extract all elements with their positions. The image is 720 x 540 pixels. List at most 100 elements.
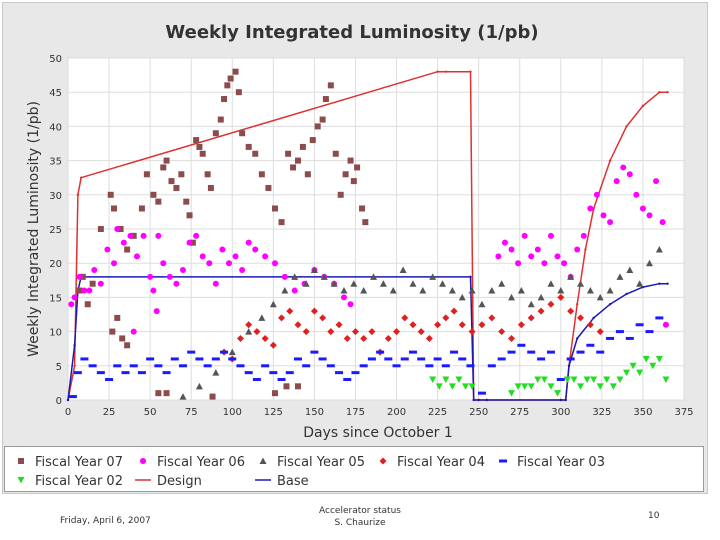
point-fiscal-year-06 — [110, 260, 117, 267]
point-fiscal-year-06 — [574, 246, 581, 253]
point-fiscal-year-05 — [245, 328, 253, 335]
point-fiscal-year-05 — [517, 287, 525, 294]
point-fiscal-year-06 — [515, 260, 522, 267]
point-fiscal-year-03 — [625, 336, 634, 340]
point-fiscal-year-03 — [170, 357, 179, 361]
point-fiscal-year-07 — [332, 150, 339, 157]
point-fiscal-year-03 — [384, 357, 393, 361]
point-fiscal-year-06 — [173, 280, 180, 287]
point-fiscal-year-05 — [577, 280, 585, 287]
point-fiscal-year-04 — [401, 314, 409, 322]
point-fiscal-year-03 — [507, 350, 516, 354]
point-fiscal-year-07 — [265, 184, 272, 191]
point-fiscal-year-05 — [586, 287, 594, 294]
point-fiscal-year-06 — [554, 253, 561, 260]
point-fiscal-year-04 — [586, 321, 594, 329]
point-fiscal-year-05 — [567, 273, 575, 280]
point-fiscal-year-03 — [129, 364, 138, 368]
point-fiscal-year-05 — [399, 266, 407, 274]
line-point-base — [477, 398, 480, 402]
point-fiscal-year-02 — [521, 383, 529, 390]
y-tick-label: 10 — [49, 328, 62, 339]
point-fiscal-year-03 — [655, 316, 664, 320]
point-fiscal-year-05 — [655, 246, 663, 253]
point-fiscal-year-05 — [195, 382, 203, 390]
point-fiscal-year-05 — [269, 300, 277, 308]
point-fiscal-year-03 — [586, 343, 595, 347]
point-fiscal-year-06 — [239, 267, 246, 274]
point-fiscal-year-07 — [232, 68, 239, 75]
point-fiscal-year-07 — [207, 184, 214, 191]
point-fiscal-year-05 — [547, 280, 555, 287]
y-tick-label: 50 — [49, 54, 62, 65]
x-tick-label: 50 — [144, 407, 157, 418]
point-fiscal-year-07 — [163, 157, 170, 164]
legend: Fiscal Year 07 Fiscal Year 06 Fiscal Year … — [4, 446, 704, 492]
point-fiscal-year-07 — [178, 171, 185, 178]
point-fiscal-year-04 — [498, 328, 506, 336]
point-fiscal-year-07 — [130, 232, 137, 239]
point-fiscal-year-02 — [609, 383, 617, 390]
point-fiscal-year-06 — [593, 191, 600, 198]
legend-swatch-fiscal-year-06 — [140, 458, 146, 464]
point-fiscal-year-07 — [327, 82, 334, 89]
point-fiscal-year-06 — [193, 232, 200, 239]
line-point-base — [564, 398, 567, 402]
point-fiscal-year-07 — [309, 137, 316, 144]
point-fiscal-year-05 — [419, 287, 427, 294]
line-point-design — [73, 364, 76, 367]
point-fiscal-year-07 — [193, 137, 200, 144]
point-fiscal-year-06 — [104, 246, 111, 253]
point-fiscal-year-06 — [212, 280, 219, 287]
point-fiscal-year-06 — [639, 205, 646, 212]
point-fiscal-year-03 — [450, 350, 459, 354]
point-fiscal-year-02 — [649, 362, 657, 370]
line-point-base — [559, 398, 562, 402]
point-fiscal-year-03 — [400, 357, 409, 361]
point-fiscal-year-02 — [462, 383, 470, 390]
point-fiscal-year-07 — [350, 178, 357, 185]
y-tick-label: 5 — [56, 362, 62, 373]
point-fiscal-year-03 — [121, 371, 130, 375]
point-fiscal-year-06 — [547, 232, 554, 239]
point-fiscal-year-03 — [178, 364, 187, 368]
point-fiscal-year-06 — [245, 239, 252, 246]
legend-label-fiscal-year-07: Fiscal Year 07 — [35, 455, 123, 470]
point-fiscal-year-04 — [351, 328, 359, 336]
point-fiscal-year-05 — [258, 314, 266, 321]
point-fiscal-year-04 — [278, 314, 286, 322]
footer-date: Friday, April 6, 2007 — [60, 516, 151, 526]
point-fiscal-year-06 — [508, 246, 515, 253]
point-fiscal-year-05 — [302, 280, 310, 287]
point-fiscal-year-04 — [286, 307, 294, 315]
point-fiscal-year-07 — [138, 205, 145, 212]
point-fiscal-year-06 — [633, 191, 640, 198]
line-point-base — [608, 303, 612, 306]
x-tick-label: 125 — [264, 407, 283, 418]
point-fiscal-year-07 — [107, 191, 114, 198]
point-fiscal-year-03 — [228, 357, 237, 361]
point-fiscal-year-06 — [541, 260, 548, 267]
point-fiscal-year-06 — [262, 253, 269, 260]
x-tick-label: 0 — [65, 407, 71, 418]
point-fiscal-year-03 — [335, 371, 344, 375]
point-fiscal-year-06 — [147, 273, 154, 280]
point-fiscal-year-03 — [556, 377, 565, 381]
footer-center: Accelerator status S. Chaurize — [300, 505, 420, 529]
point-fiscal-year-02 — [636, 369, 644, 377]
point-fiscal-year-04 — [596, 328, 604, 336]
point-fiscal-year-07 — [114, 314, 121, 321]
point-fiscal-year-07 — [245, 143, 252, 150]
point-fiscal-year-06 — [206, 260, 213, 267]
point-fiscal-year-03 — [285, 371, 294, 375]
point-fiscal-year-04 — [425, 334, 433, 342]
series-points — [68, 68, 670, 400]
line-point-design — [76, 193, 80, 196]
point-fiscal-year-07 — [217, 116, 224, 123]
point-fiscal-year-06 — [219, 246, 226, 253]
point-fiscal-year-07 — [160, 164, 167, 171]
point-fiscal-year-05 — [488, 287, 496, 294]
point-fiscal-year-03 — [211, 357, 220, 361]
legend-label-fiscal-year-04: Fiscal Year 04 — [397, 455, 485, 470]
point-fiscal-year-03 — [277, 377, 286, 381]
